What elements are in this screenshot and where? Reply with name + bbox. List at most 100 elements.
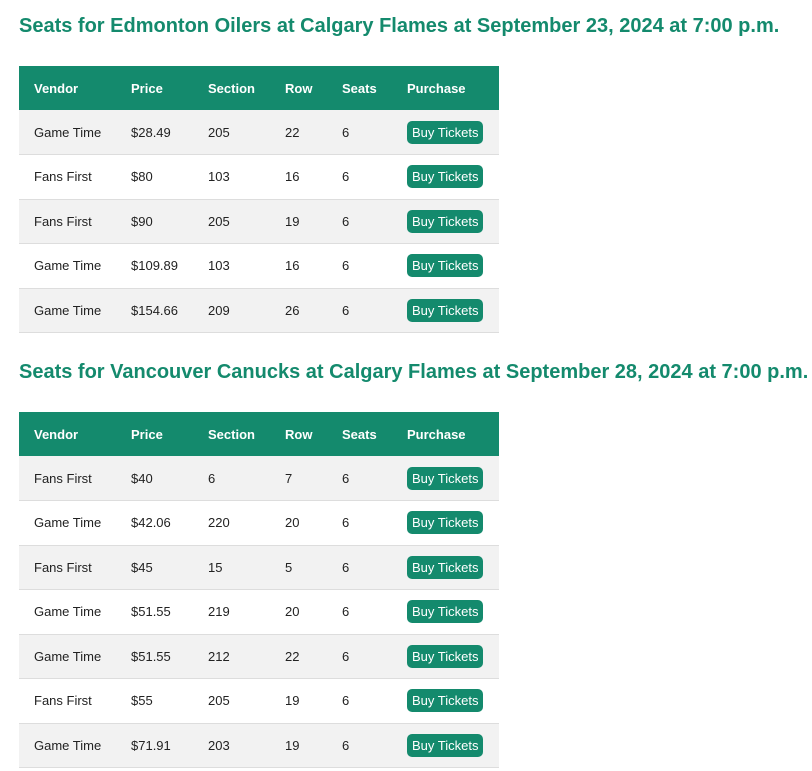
cell-seats: 6 (327, 110, 392, 155)
buy-tickets-button[interactable]: Buy Tickets (407, 600, 484, 624)
cell-vendor: Fans First (19, 678, 116, 724)
cell-section: 6 (193, 456, 270, 501)
cell-seats: 6 (327, 723, 392, 768)
cell-price: $71.91 (116, 723, 193, 768)
cell-row: 20 (270, 589, 327, 635)
buy-tickets-button[interactable]: Buy Tickets (407, 165, 484, 189)
cell-price: $154.66 (116, 288, 193, 333)
header-row: Row (285, 80, 313, 96)
cell-row: 22 (270, 110, 327, 155)
table-row: Game Time $154.66 209 26 6 Buy Tickets (19, 288, 499, 333)
cell-row: 26 (270, 288, 327, 333)
cell-seats: 6 (327, 545, 392, 590)
cell-price: $109.89 (116, 243, 193, 289)
header-seats: Seats (342, 426, 377, 442)
cell-vendor: Game Time (19, 110, 116, 155)
cell-row: 7 (270, 456, 327, 501)
header-price: Price (131, 426, 163, 442)
buy-tickets-button[interactable]: Buy Tickets (407, 555, 484, 579)
cell-vendor: Fans First (19, 545, 116, 590)
table-row: Fans First $90 205 19 6 Buy Tickets (19, 199, 499, 244)
cell-seats: 6 (327, 589, 392, 635)
cell-price: $90 (116, 199, 193, 244)
header-price: Price (131, 80, 163, 96)
cell-row: 19 (270, 199, 327, 244)
cell-purchase: Buy Tickets (392, 456, 499, 501)
table-row: Game Time $42.06 220 20 6 Buy Tickets (19, 500, 499, 546)
table-row: Game Time $71.91 203 19 6 Buy Tickets (19, 723, 499, 768)
cell-vendor: Fans First (19, 456, 116, 501)
header-vendor: Vendor (34, 80, 79, 96)
cell-section: 203 (193, 723, 270, 768)
header-vendor: Vendor (34, 426, 79, 442)
buy-tickets-button[interactable]: Buy Tickets (407, 120, 484, 144)
tickets-table: Vendor Price Section Row Seats Purchase … (19, 412, 499, 768)
header-section: Section (208, 426, 255, 442)
cell-purchase: Buy Tickets (392, 243, 499, 289)
cell-purchase: Buy Tickets (392, 199, 499, 244)
cell-vendor: Game Time (19, 243, 116, 289)
cell-purchase: Buy Tickets (392, 589, 499, 635)
cell-section: 103 (193, 243, 270, 289)
cell-purchase: Buy Tickets (392, 110, 499, 155)
cell-price: $45 (116, 545, 193, 590)
buy-tickets-button[interactable]: Buy Tickets (407, 254, 484, 278)
cell-row: 22 (270, 634, 327, 679)
cell-price: $80 (116, 154, 193, 200)
tickets-table: Vendor Price Section Row Seats Purchase … (19, 66, 499, 333)
cell-seats: 6 (327, 678, 392, 724)
table-row: Game Time $51.55 212 22 6 Buy Tickets (19, 634, 499, 679)
cell-section: 212 (193, 634, 270, 679)
header-seats: Seats (342, 80, 377, 96)
cell-vendor: Game Time (19, 589, 116, 635)
cell-row: 19 (270, 678, 327, 724)
cell-section: 209 (193, 288, 270, 333)
buy-tickets-button[interactable]: Buy Tickets (407, 733, 484, 757)
cell-seats: 6 (327, 243, 392, 289)
cell-seats: 6 (327, 288, 392, 333)
event-title: Seats for Vancouver Canucks at Calgary F… (19, 361, 809, 383)
table-body: Game Time $28.49 205 22 6 Buy Tickets Fans Fir… (19, 110, 499, 333)
cell-purchase: Buy Tickets (392, 288, 499, 333)
cell-purchase: Buy Tickets (392, 154, 499, 200)
table-body: Fans First $40 6 7 6 Buy Tickets Game Time $42.… (19, 456, 499, 768)
header-purchase: Purchase (407, 80, 466, 96)
buy-tickets-button[interactable]: Buy Tickets (407, 511, 484, 535)
table-row: Fans First $40 6 7 6 Buy Tickets (19, 456, 499, 501)
cell-section: 205 (193, 110, 270, 155)
buy-tickets-button[interactable]: Buy Tickets (407, 466, 484, 490)
cell-section: 15 (193, 545, 270, 590)
cell-vendor: Game Time (19, 634, 116, 679)
cell-price: $51.55 (116, 634, 193, 679)
cell-row: 20 (270, 500, 327, 546)
buy-tickets-button[interactable]: Buy Tickets (407, 209, 484, 233)
cell-price: $42.06 (116, 500, 193, 546)
table-row: Game Time $28.49 205 22 6 Buy Tickets (19, 110, 499, 155)
cell-row: 16 (270, 154, 327, 200)
cell-vendor: Game Time (19, 500, 116, 546)
cell-section: 103 (193, 154, 270, 200)
table-row: Game Time $109.89 103 16 6 Buy Tickets (19, 243, 499, 289)
cell-price: $28.49 (116, 110, 193, 155)
cell-section: 220 (193, 500, 270, 546)
cell-vendor: Game Time (19, 288, 116, 333)
buy-tickets-button[interactable]: Buy Tickets (407, 644, 484, 668)
table-row: Fans First $45 15 5 6 Buy Tickets (19, 545, 499, 590)
cell-section: 219 (193, 589, 270, 635)
buy-tickets-button[interactable]: Buy Tickets (407, 689, 484, 713)
cell-seats: 6 (327, 456, 392, 501)
cell-vendor: Fans First (19, 199, 116, 244)
table-row: Fans First $55 205 19 6 Buy Tickets (19, 678, 499, 724)
cell-purchase: Buy Tickets (392, 678, 499, 724)
buy-tickets-button[interactable]: Buy Tickets (407, 298, 484, 322)
header-section: Section (208, 80, 255, 96)
cell-row: 5 (270, 545, 327, 590)
header-row: Row (285, 426, 313, 442)
cell-row: 19 (270, 723, 327, 768)
cell-section: 205 (193, 678, 270, 724)
cell-seats: 6 (327, 500, 392, 546)
cell-row: 16 (270, 243, 327, 289)
cell-purchase: Buy Tickets (392, 500, 499, 546)
event-title: Seats for Edmonton Oilers at Calgary Fla… (19, 15, 780, 37)
